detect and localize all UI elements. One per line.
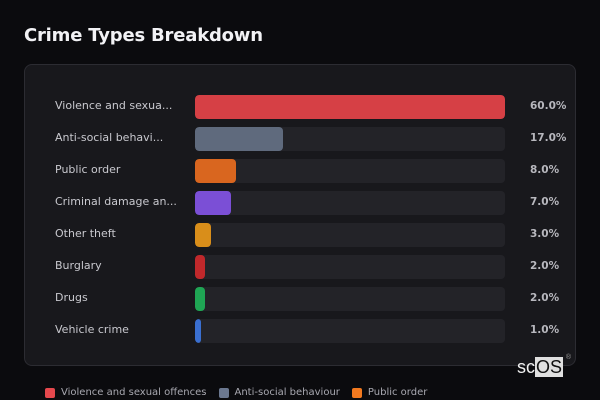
bar-label: Public order — [55, 163, 121, 176]
bar-label: Other theft — [55, 227, 116, 240]
legend-item[interactable]: Violence and sexual offences — [45, 387, 207, 398]
legend-item[interactable]: Anti-social behaviour — [218, 387, 340, 398]
bar-percentage: 17.0% — [530, 132, 567, 144]
bar-fill — [195, 223, 211, 247]
bar-track — [195, 255, 505, 279]
bar-fill — [195, 319, 201, 343]
bar-percentage: 2.0% — [530, 260, 560, 272]
bar-fill — [195, 95, 505, 119]
legend-swatch-icon — [218, 387, 229, 398]
bar-percentage: 2.0% — [530, 292, 560, 304]
legend-item[interactable]: Public order — [351, 387, 428, 398]
bar-row[interactable]: Burglary 2.0% — [25, 255, 577, 279]
bar-label: Drugs — [55, 291, 88, 304]
bar-row[interactable]: Anti-social behavi... 17.0% — [25, 127, 577, 151]
bar-percentage: 8.0% — [530, 164, 560, 176]
bar-track — [195, 319, 505, 343]
legend-label: Violence and sexual offences — [61, 387, 207, 398]
bar-fill — [195, 255, 206, 279]
logo-text-a: sc — [517, 357, 535, 377]
bar-track — [195, 159, 505, 183]
scos-logo: scOS ® — [517, 354, 571, 378]
bar-percentage: 60.0% — [530, 100, 567, 112]
bar-fill — [195, 127, 283, 151]
bar-percentage: 1.0% — [530, 324, 560, 336]
legend-swatch-icon — [45, 387, 55, 398]
bar-fill — [195, 159, 237, 183]
bar-track — [195, 191, 505, 215]
logo-text-b: OS — [535, 357, 564, 377]
chart-panel: Violence and sexua... 60.0% Anti-social … — [24, 64, 576, 366]
bar-label: Anti-social behavi... — [55, 131, 164, 144]
bar-track — [195, 223, 505, 247]
registered-icon: ® — [565, 354, 572, 361]
chart-legend: Violence and sexual offences Anti-social … — [45, 387, 427, 398]
bar-row[interactable]: Violence and sexua... 60.0% — [25, 95, 577, 119]
legend-swatch-icon — [351, 387, 362, 398]
legend-label: Anti-social behaviour — [234, 387, 340, 398]
bar-row[interactable]: Criminal damage an... 7.0% — [25, 191, 577, 215]
bar-label: Criminal damage an... — [55, 195, 177, 208]
bar-label: Violence and sexua... — [55, 99, 173, 112]
bar-row[interactable]: Other theft 3.0% — [25, 223, 577, 247]
bar-track — [195, 95, 505, 119]
bar-fill — [195, 287, 206, 311]
bar-track — [195, 127, 505, 151]
bar-percentage: 3.0% — [530, 228, 560, 240]
bar-label: Burglary — [55, 259, 102, 272]
bar-percentage: 7.0% — [530, 196, 560, 208]
bar-row[interactable]: Public order 8.0% — [25, 159, 577, 183]
page-title: Crime Types Breakdown — [24, 25, 263, 46]
bar-fill — [195, 191, 232, 215]
bar-track — [195, 287, 505, 311]
bar-row[interactable]: Vehicle crime 1.0% — [25, 319, 577, 343]
bar-row[interactable]: Drugs 2.0% — [25, 287, 577, 311]
legend-label: Public order — [367, 387, 428, 398]
bar-label: Vehicle crime — [55, 323, 129, 336]
